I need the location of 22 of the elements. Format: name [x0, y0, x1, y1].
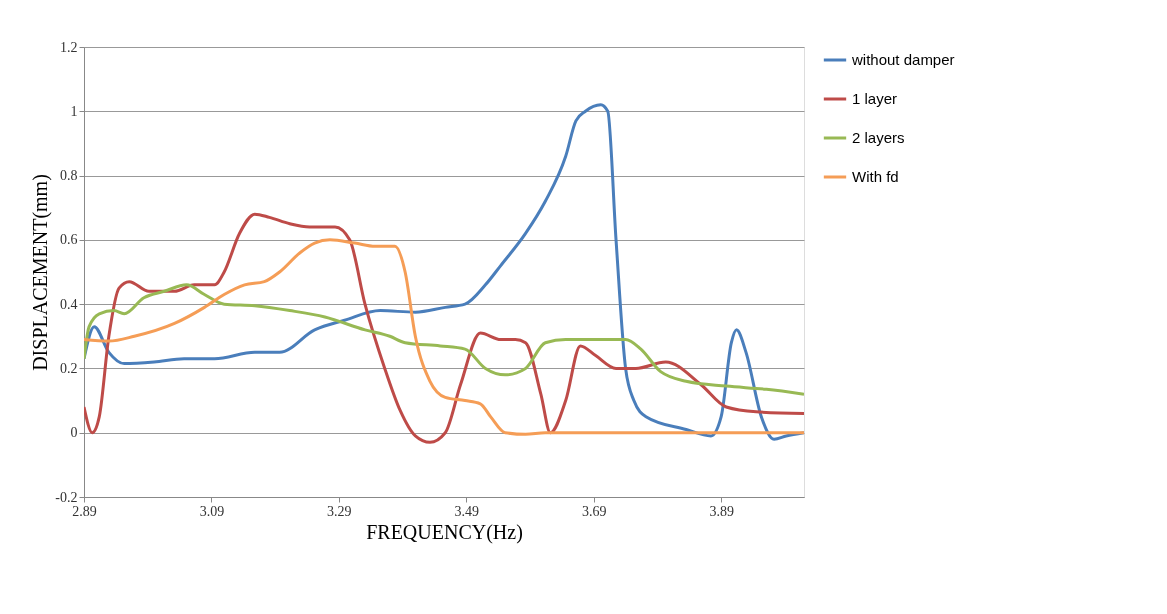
- y-tick-label: 1.2: [60, 39, 78, 55]
- x-tick-label: 2.89: [72, 503, 97, 519]
- y-axis-title: DISPLACEMENT(mm): [29, 174, 53, 371]
- y-tick-label: -0.2: [55, 489, 78, 505]
- x-axis-title: FREQUENCY(Hz): [366, 520, 523, 544]
- x-tick-label: 3.89: [709, 503, 734, 519]
- line-series: [84, 283, 804, 396]
- x-tick-label: 3.69: [581, 503, 607, 519]
- y-tick-label: 1: [70, 103, 78, 119]
- y-tick-label: 0.2: [60, 360, 78, 376]
- x-tick-label: 3.29: [327, 503, 352, 519]
- x-tick-label: 3.49: [454, 503, 480, 519]
- line-series: [84, 103, 804, 441]
- y-tick-label: 0.6: [60, 232, 78, 248]
- legend-label: With fd: [852, 168, 899, 185]
- legend-label: without damper: [851, 51, 955, 68]
- x-tick-label: 3.09: [199, 503, 225, 519]
- y-tick-label: 0: [70, 425, 78, 441]
- legend-label: 2 layers: [852, 129, 905, 146]
- y-tick-label: 0.4: [60, 296, 78, 312]
- legend-label: 1 layer: [852, 90, 898, 107]
- y-tick-label: 0.8: [60, 168, 78, 184]
